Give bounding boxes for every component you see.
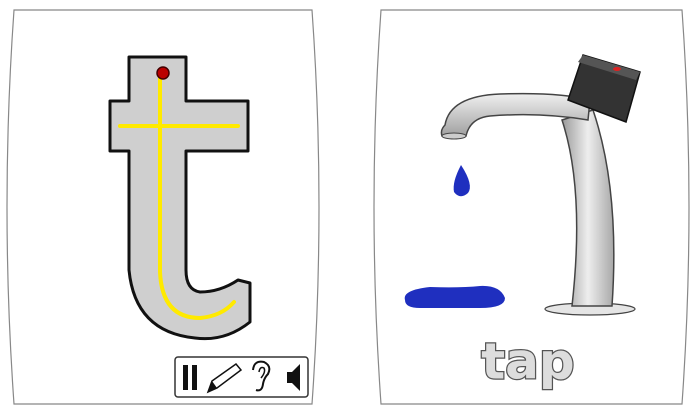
start-dot bbox=[156, 66, 170, 80]
trace-guide bbox=[158, 73, 236, 321]
pencil-button[interactable] bbox=[206, 362, 243, 394]
pause-button[interactable] bbox=[183, 365, 197, 390]
water-drop bbox=[453, 165, 470, 197]
puddle bbox=[404, 285, 505, 308]
toolbar bbox=[174, 356, 309, 398]
toolbar-frame bbox=[174, 356, 309, 398]
sound-button[interactable] bbox=[287, 364, 300, 391]
tap-picture bbox=[404, 54, 641, 316]
listen-button[interactable] bbox=[252, 360, 271, 392]
word-label: tap bbox=[481, 333, 574, 391]
